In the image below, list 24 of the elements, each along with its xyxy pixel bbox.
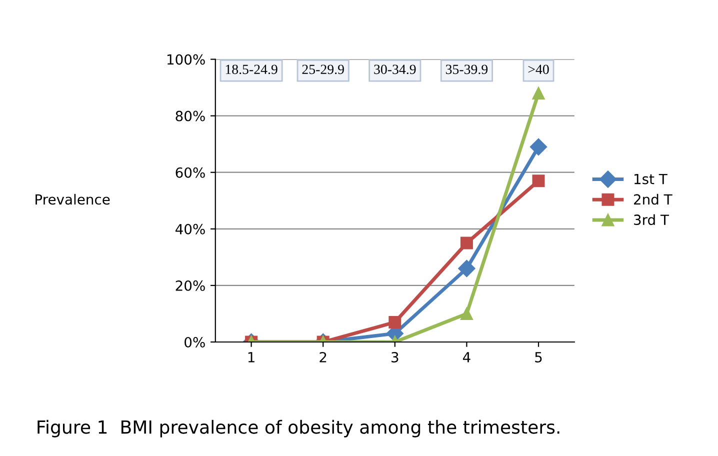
x-tick-label: 5 bbox=[535, 352, 542, 362]
y-tick-label: 20% bbox=[176, 280, 205, 291]
legend-label: 2nd T bbox=[634, 194, 672, 205]
legend-label: 3rd T bbox=[634, 214, 670, 226]
point bbox=[530, 138, 548, 156]
x-tick-label: 3 bbox=[392, 352, 398, 362]
point bbox=[532, 174, 545, 188]
point bbox=[532, 86, 545, 100]
x-tick-label: 2 bbox=[320, 352, 326, 362]
annotation: 30-34.9 bbox=[374, 64, 416, 74]
y-tick-label: 0% bbox=[184, 336, 205, 348]
legend-label: 1st T bbox=[634, 174, 668, 184]
y-tick-label: 100% bbox=[167, 54, 205, 65]
annotation: >40 bbox=[528, 64, 549, 74]
y-tick-label: 40% bbox=[175, 224, 205, 234]
annotation: 18.5-24.9 bbox=[226, 64, 278, 74]
y-axis-title: Prevalence bbox=[36, 194, 110, 205]
annotation: 35-39.9 bbox=[446, 64, 488, 74]
y-tick-label: 80% bbox=[176, 110, 205, 122]
x-tick-label: 4 bbox=[462, 352, 470, 362]
text: Figure 1 BMI prevalence of obesity among the trimesters. bbox=[38, 420, 560, 438]
x-tick-label: 1 bbox=[248, 352, 254, 362]
y-tick-label: 60% bbox=[176, 167, 205, 178]
annotation: 25-29.9 bbox=[302, 64, 344, 74]
